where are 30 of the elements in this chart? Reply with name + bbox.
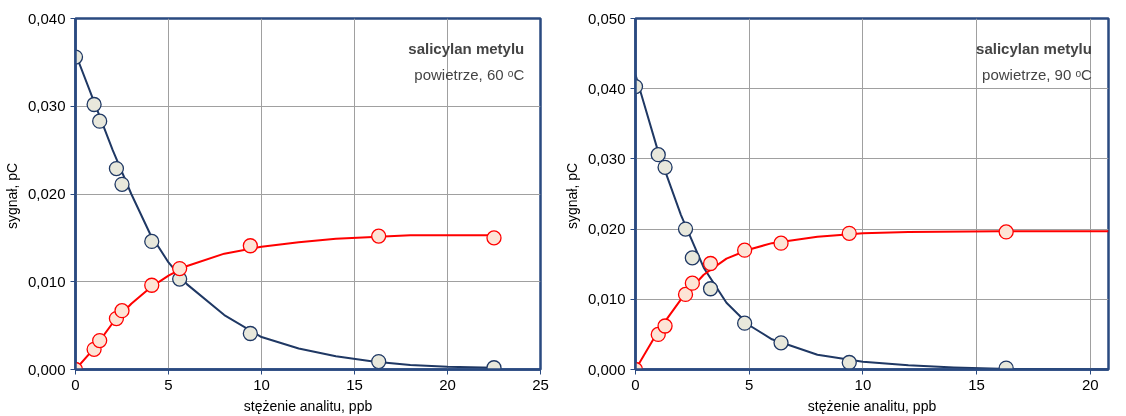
y-axis-title: sygnał, pC (563, 162, 580, 230)
annotation: salicylan metylu (408, 39, 525, 57)
x-tick-label: 5 (745, 375, 754, 393)
annotation: salicylan metylu (976, 39, 1092, 57)
annotation: powietrze, 90 ᵒC (982, 66, 1093, 84)
x-tick-label: 20 (439, 375, 456, 393)
x-tick-label: 20 (1081, 375, 1099, 393)
y-tick-label: 0,020 (27, 185, 66, 202)
y-tick-label: 0,000 (27, 360, 66, 378)
y-tick-label: 0,030 (587, 149, 626, 167)
x-tick-label: 0 (631, 375, 640, 393)
y-tick-label: 0,030 (27, 97, 66, 115)
y-tick-label: 0,040 (27, 9, 66, 27)
x-tick-label: 0 (71, 375, 80, 393)
y-tick-label: 0,040 (587, 79, 626, 97)
y-axis-title: sygnał, pC (3, 162, 20, 230)
y-tick-label: 0,020 (587, 220, 626, 238)
x-axis-title: stężenie analitu, ppb (807, 397, 937, 414)
x-tick-label: 10 (253, 375, 270, 393)
x-tick-label: 15 (346, 375, 363, 393)
x-tick-label: 15 (968, 375, 985, 393)
x-tick-label: 5 (164, 375, 173, 393)
y-tick-label: 0,000 (587, 360, 626, 378)
x-tick-label: 25 (532, 375, 549, 393)
y-tick-label: 0,010 (27, 272, 66, 290)
annotation: powietrze, 60 ᵒC (414, 66, 525, 84)
y-tick-label: 0,010 (587, 290, 626, 308)
x-axis-title: stężenie analitu, ppb (243, 397, 373, 414)
y-tick-label: 0,050 (587, 9, 626, 27)
x-tick-label: 10 (854, 375, 872, 393)
